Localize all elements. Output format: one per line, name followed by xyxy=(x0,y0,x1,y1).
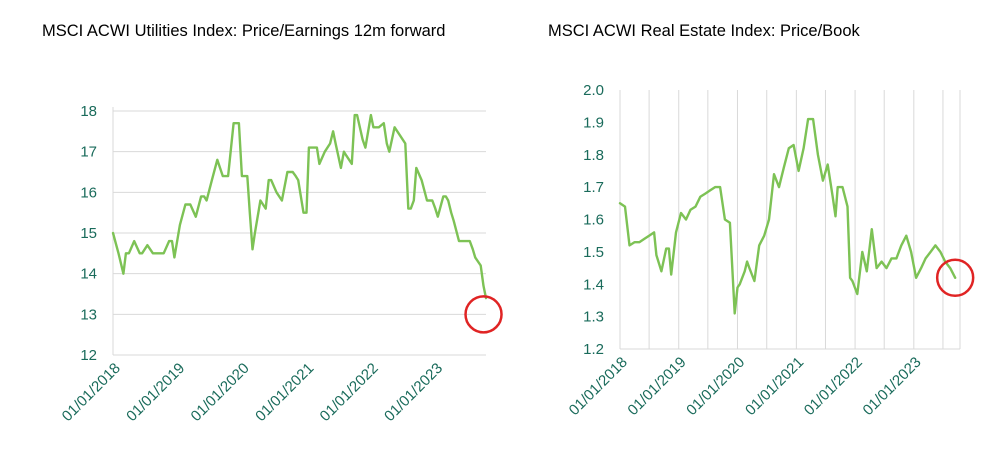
x-tick-label: 01/01/2018 xyxy=(566,354,631,419)
chart-title-real-estate: MSCI ACWI Real Estate Index: Price/Book xyxy=(548,22,860,40)
highlight-circle xyxy=(464,295,503,334)
y-tick-label: 1.2 xyxy=(583,341,604,358)
y-tick-label: 18 xyxy=(80,103,97,120)
x-tick-label: 01/01/2022 xyxy=(801,354,866,419)
y-tick-label: 14 xyxy=(80,266,97,283)
y-tick-label: 1.4 xyxy=(583,276,604,293)
y-tick-label: 1.5 xyxy=(583,244,604,261)
y-tick-label: 2.0 xyxy=(583,82,604,99)
y-tick-label: 1.7 xyxy=(583,179,604,196)
y-tick-label: 13 xyxy=(80,306,97,323)
x-tick-label: 01/01/2021 xyxy=(742,354,807,419)
series-line xyxy=(111,113,488,300)
y-tick-label: 16 xyxy=(80,184,97,201)
y-tick-label: 1.3 xyxy=(583,309,604,326)
y-tick-label: 1.8 xyxy=(583,147,604,164)
x-tick-label: 01/01/2019 xyxy=(624,354,689,419)
x-tick-label: 01/01/2020 xyxy=(683,354,748,419)
y-tick-label: 1.6 xyxy=(583,212,604,229)
y-tick-label: 15 xyxy=(80,225,97,242)
series-line xyxy=(618,117,957,315)
highlight-circle xyxy=(935,258,975,298)
chart-title-utilities: MSCI ACWI Utilities Index: Price/Earning… xyxy=(42,22,446,40)
y-tick-label: 1.9 xyxy=(583,114,604,131)
y-tick-label: 17 xyxy=(80,144,97,161)
x-tick-label: 01/01/2023 xyxy=(860,354,925,419)
y-tick-label: 12 xyxy=(80,347,97,364)
